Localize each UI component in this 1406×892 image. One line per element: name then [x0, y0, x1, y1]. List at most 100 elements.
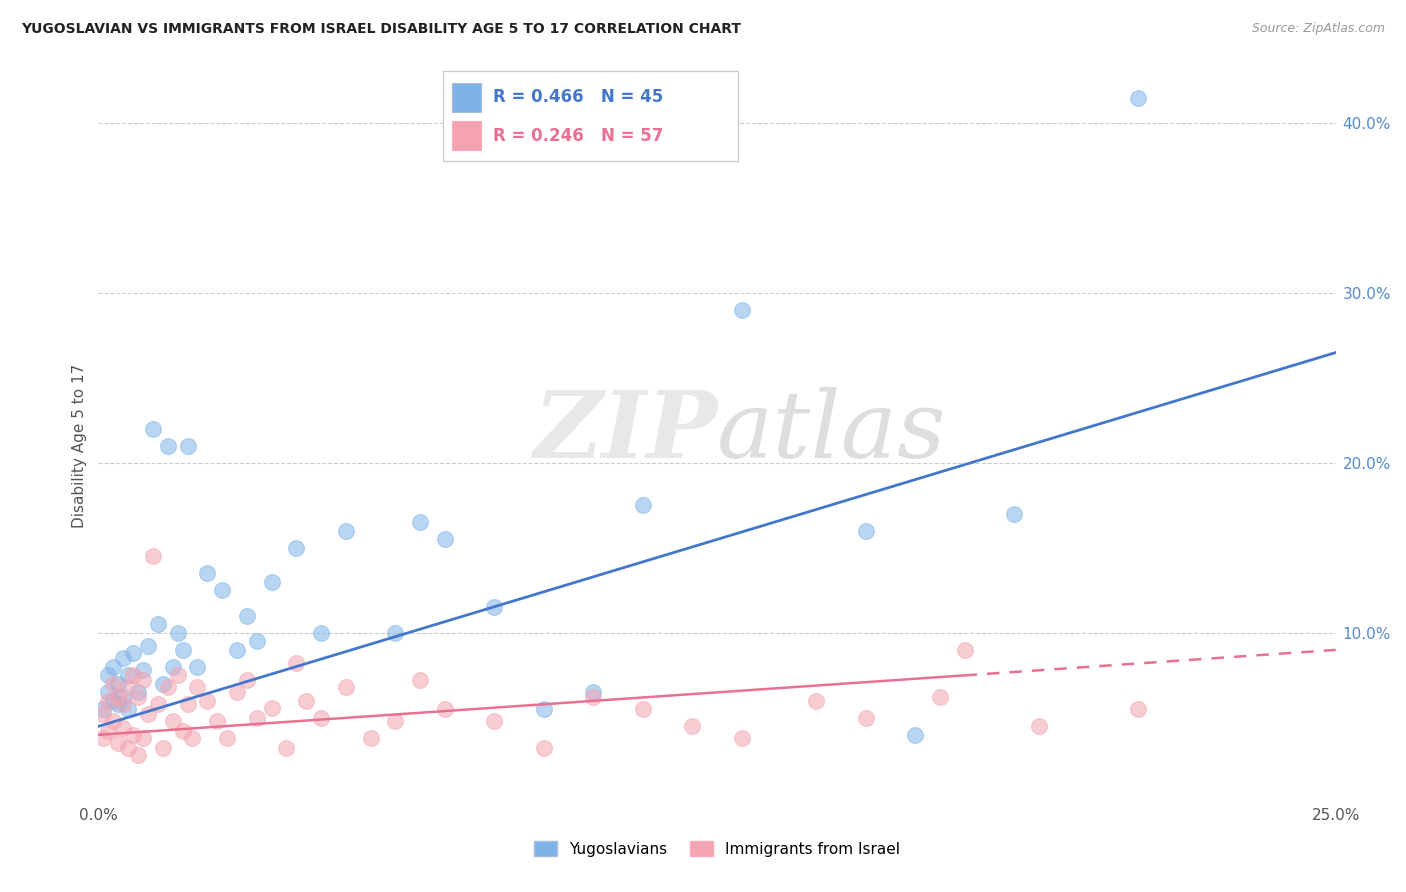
Point: [112, 690, 135, 705]
Point: [107, 677, 129, 691]
Point: [112, 721, 135, 735]
Point: [166, 668, 188, 682]
Point: [172, 724, 194, 739]
Point: [122, 728, 145, 742]
Point: [136, 707, 159, 722]
Point: [132, 731, 155, 746]
Point: [226, 643, 249, 657]
Text: Source: ZipAtlas.com: Source: ZipAtlas.com: [1251, 22, 1385, 36]
Point: [309, 711, 332, 725]
Point: [172, 643, 194, 657]
Point: [103, 677, 125, 691]
Point: [176, 439, 198, 453]
Point: [433, 533, 456, 547]
Point: [107, 690, 129, 705]
Point: [953, 643, 976, 657]
Point: [93, 731, 115, 746]
Point: [127, 748, 149, 763]
Point: [731, 731, 754, 746]
Point: [855, 524, 877, 538]
Point: [260, 700, 283, 714]
Point: [217, 731, 239, 746]
Point: [1002, 507, 1025, 521]
Point: [156, 439, 179, 453]
Legend: Yugoslavians, Immigrants from Israel: Yugoslavians, Immigrants from Israel: [527, 835, 907, 863]
Point: [97, 724, 120, 739]
Point: [176, 698, 198, 712]
Point: [103, 660, 125, 674]
Point: [103, 714, 125, 729]
Point: [162, 660, 184, 674]
Point: [285, 657, 308, 671]
Y-axis label: Disability Age 5 to 17: Disability Age 5 to 17: [72, 364, 87, 528]
Point: [142, 549, 165, 564]
Point: [226, 685, 249, 699]
Point: [433, 702, 456, 716]
Point: [409, 516, 432, 530]
Point: [484, 714, 506, 729]
Point: [97, 668, 120, 682]
Point: [166, 626, 188, 640]
Point: [122, 668, 145, 682]
Point: [335, 524, 357, 538]
Point: [855, 711, 877, 725]
Point: [93, 707, 115, 722]
Point: [295, 694, 318, 708]
Point: [156, 680, 179, 694]
Point: [146, 698, 169, 712]
Point: [195, 566, 218, 581]
FancyBboxPatch shape: [451, 83, 481, 112]
Point: [384, 626, 406, 640]
Point: [211, 583, 233, 598]
Point: [1028, 719, 1050, 733]
Point: [142, 422, 165, 436]
Point: [117, 702, 139, 716]
Text: ZIP: ZIP: [533, 387, 717, 476]
Point: [132, 673, 155, 688]
Point: [97, 685, 120, 699]
Point: [122, 646, 145, 660]
Point: [631, 702, 654, 716]
Point: [205, 714, 228, 729]
Point: [117, 741, 139, 756]
Point: [132, 663, 155, 677]
Point: [631, 499, 654, 513]
Point: [103, 694, 125, 708]
Point: [162, 714, 184, 729]
Point: [117, 668, 139, 682]
Point: [928, 690, 950, 705]
Point: [136, 640, 159, 654]
Point: [97, 694, 120, 708]
Point: [1126, 702, 1149, 716]
Point: [276, 741, 298, 756]
Point: [112, 698, 135, 712]
Point: [904, 728, 927, 742]
Point: [186, 680, 208, 694]
Point: [152, 741, 174, 756]
Point: [582, 685, 605, 699]
Point: [360, 731, 382, 746]
Point: [246, 711, 269, 725]
FancyBboxPatch shape: [451, 121, 481, 150]
Point: [127, 690, 149, 705]
Point: [246, 634, 269, 648]
Point: [533, 702, 555, 716]
Point: [127, 685, 149, 699]
Point: [181, 731, 204, 746]
Point: [409, 673, 432, 688]
Text: atlas: atlas: [717, 387, 946, 476]
Point: [582, 690, 605, 705]
Point: [1126, 91, 1149, 105]
Point: [195, 694, 218, 708]
Point: [681, 719, 703, 733]
Point: [107, 698, 129, 712]
Text: YUGOSLAVIAN VS IMMIGRANTS FROM ISRAEL DISABILITY AGE 5 TO 17 CORRELATION CHART: YUGOSLAVIAN VS IMMIGRANTS FROM ISRAEL DI…: [21, 22, 741, 37]
Point: [260, 574, 283, 589]
Point: [93, 702, 115, 716]
Point: [384, 714, 406, 729]
Point: [533, 741, 555, 756]
Point: [146, 617, 169, 632]
Text: R = 0.466   N = 45: R = 0.466 N = 45: [494, 88, 664, 106]
Point: [731, 303, 754, 318]
Point: [484, 600, 506, 615]
